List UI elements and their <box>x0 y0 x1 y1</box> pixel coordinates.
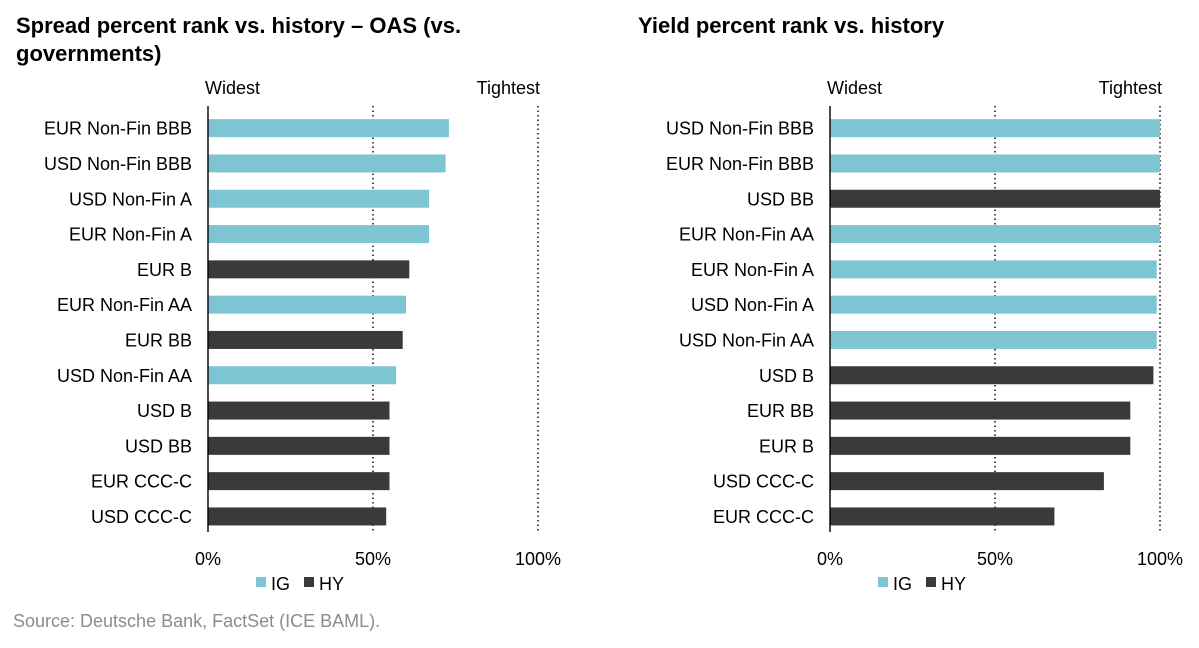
yield-rank-bar-chart: USD Non-Fin BBB EUR Non-Fin BBB USD BB EUR … <box>666 78 1183 594</box>
category-label: EUR CCC-C <box>91 472 192 492</box>
bar <box>208 119 449 138</box>
legend-label-hy: HY <box>941 574 966 594</box>
bar <box>208 330 403 349</box>
category-label: EUR Non-Fin AA <box>57 295 192 315</box>
legend-label-hy: HY <box>319 574 344 594</box>
category-label: EUR B <box>137 260 192 280</box>
bar <box>830 154 1160 173</box>
category-label: USD Non-Fin A <box>69 189 192 209</box>
category-label: EUR BB <box>125 330 192 350</box>
category-label: USD Non-Fin AA <box>57 366 192 386</box>
category-label: USD BB <box>747 189 814 209</box>
tightest-annotation: Tightest <box>1099 78 1162 98</box>
bar <box>830 436 1131 455</box>
category-label: USD BB <box>125 436 192 456</box>
category-label: EUR Non-Fin A <box>691 260 814 280</box>
bar <box>208 507 387 526</box>
legend-swatch-hy <box>304 577 314 587</box>
bar <box>830 225 1160 244</box>
category-label: USD B <box>759 366 814 386</box>
bar <box>208 225 430 244</box>
bar <box>208 189 430 208</box>
x-tick-label: 0% <box>195 549 221 569</box>
bar <box>208 260 410 279</box>
bar <box>208 154 446 173</box>
bar <box>208 436 390 455</box>
category-label: EUR B <box>759 436 814 456</box>
bar <box>830 119 1160 138</box>
bar <box>830 401 1131 420</box>
bar <box>830 472 1104 491</box>
category-label: EUR Non-Fin BBB <box>666 154 814 174</box>
category-label: EUR Non-Fin AA <box>679 225 814 245</box>
bar <box>830 295 1157 314</box>
bar <box>208 472 390 491</box>
category-label: EUR BB <box>747 401 814 421</box>
yield-rank-chart-panel: Yield percent rank vs. history USD Non-F… <box>620 0 1199 620</box>
widest-annotation: Widest <box>827 78 882 98</box>
source-note: Source: Deutsche Bank, FactSet (ICE BAML… <box>13 611 381 631</box>
bar <box>830 507 1055 526</box>
x-tick-label: 100% <box>1137 549 1183 569</box>
category-label: USD CCC-C <box>713 472 814 492</box>
category-label: EUR CCC-C <box>713 507 814 527</box>
bar <box>830 330 1157 349</box>
spread-rank-chart-panel: Spread percent rank vs. history – OAS (v… <box>0 0 600 620</box>
category-label: EUR Non-Fin BBB <box>44 119 192 139</box>
tightest-annotation: Tightest <box>477 78 540 98</box>
x-tick-label: 0% <box>817 549 843 569</box>
bar <box>830 366 1154 385</box>
category-label: EUR Non-Fin A <box>69 225 192 245</box>
bar <box>208 295 406 314</box>
bar <box>830 260 1157 279</box>
chart-title: Spread percent rank vs. history – OAS (v… <box>16 13 462 66</box>
legend-swatch-ig <box>256 577 266 587</box>
x-tick-label: 100% <box>515 549 561 569</box>
legend-swatch-hy <box>926 577 936 587</box>
legend-swatch-ig <box>878 577 888 587</box>
category-label: USD Non-Fin BBB <box>44 154 192 174</box>
bar <box>208 366 397 385</box>
category-label: USD Non-Fin AA <box>679 330 814 350</box>
x-tick-label: 50% <box>355 549 391 569</box>
category-label: USD B <box>137 401 192 421</box>
bar <box>830 189 1160 208</box>
category-label: USD Non-Fin A <box>691 295 814 315</box>
legend-label-ig: IG <box>893 574 912 594</box>
x-tick-label: 50% <box>977 549 1013 569</box>
widest-annotation: Widest <box>205 78 260 98</box>
chart-title: Yield percent rank vs. history <box>638 13 945 38</box>
category-label: USD CCC-C <box>91 507 192 527</box>
spread-rank-bar-chart: EUR Non-Fin BBB USD Non-Fin BBB USD Non-Fi… <box>44 78 561 594</box>
legend-label-ig: IG <box>271 574 290 594</box>
category-label: USD Non-Fin BBB <box>666 119 814 139</box>
bar <box>208 401 390 420</box>
